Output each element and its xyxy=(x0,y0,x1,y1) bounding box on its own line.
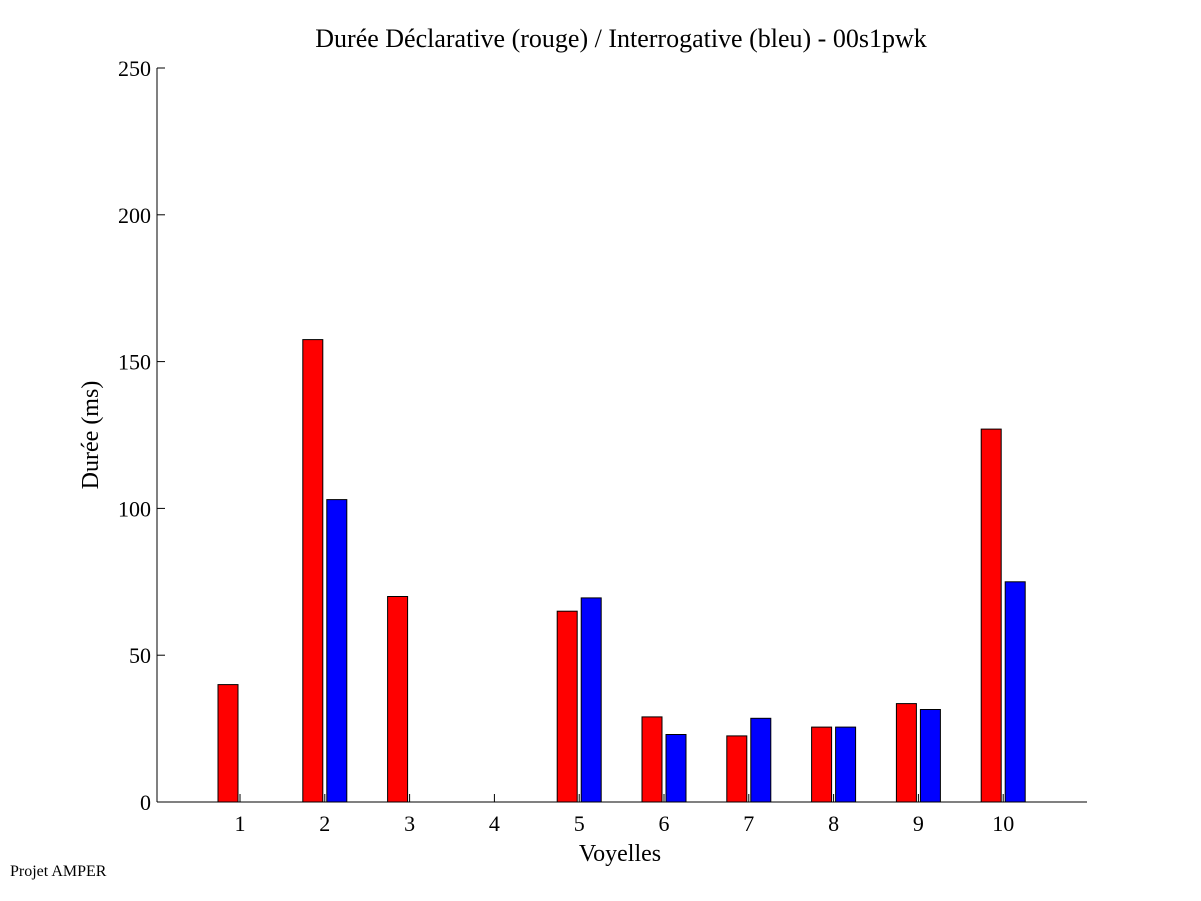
y-tick-label: 150 xyxy=(118,350,151,375)
y-tick-label: 100 xyxy=(118,496,151,521)
bars-group xyxy=(217,339,1026,803)
x-tick-label: 1 xyxy=(235,811,246,836)
x-tick-label: 7 xyxy=(743,811,754,836)
bar-interrogative-9 xyxy=(919,709,941,803)
bar-interrogative-5 xyxy=(580,597,602,803)
bar-declarative-8 xyxy=(811,726,833,803)
x-tick-label: 6 xyxy=(659,811,670,836)
y-tick-label: 0 xyxy=(140,790,151,815)
y-tick-label: 250 xyxy=(118,56,151,81)
ticks-group: 0 50 100 150 200 250 1 2 3 4 5 6 7 8 9 10 xyxy=(118,56,1014,836)
bar-declarative-2 xyxy=(302,339,324,803)
bar-declarative-10 xyxy=(980,428,1002,803)
y-axis-label: Durée (ms) xyxy=(78,381,104,490)
y-tick-label: 50 xyxy=(129,643,151,668)
x-tick-label: 2 xyxy=(319,811,330,836)
bar-declarative-5 xyxy=(556,610,578,803)
x-tick-label: 8 xyxy=(828,811,839,836)
bar-interrogative-7 xyxy=(750,717,772,803)
project-credit: Projet AMPER xyxy=(10,863,107,880)
bar-declarative-1 xyxy=(217,684,239,803)
x-tick-label: 5 xyxy=(574,811,585,836)
axes-group xyxy=(156,68,1087,803)
bar-declarative-7 xyxy=(726,735,748,803)
bar-interrogative-10 xyxy=(1004,581,1026,803)
x-tick-label: 9 xyxy=(913,811,924,836)
x-tick-label: 3 xyxy=(404,811,415,836)
chart-title: Durée Déclarative (rouge) / Interrogativ… xyxy=(315,24,926,53)
x-tick-label: 4 xyxy=(489,811,500,836)
bar-interrogative-2 xyxy=(326,499,348,803)
x-tick-label: 10 xyxy=(992,811,1014,836)
bar-interrogative-8 xyxy=(835,726,857,803)
bar-declarative-9 xyxy=(895,703,917,803)
bar-interrogative-6 xyxy=(665,734,687,803)
x-axis-label: Voyelles xyxy=(579,841,661,867)
bar-declarative-6 xyxy=(641,716,663,803)
bar-declarative-3 xyxy=(387,596,409,803)
y-tick-label: 200 xyxy=(118,203,151,228)
